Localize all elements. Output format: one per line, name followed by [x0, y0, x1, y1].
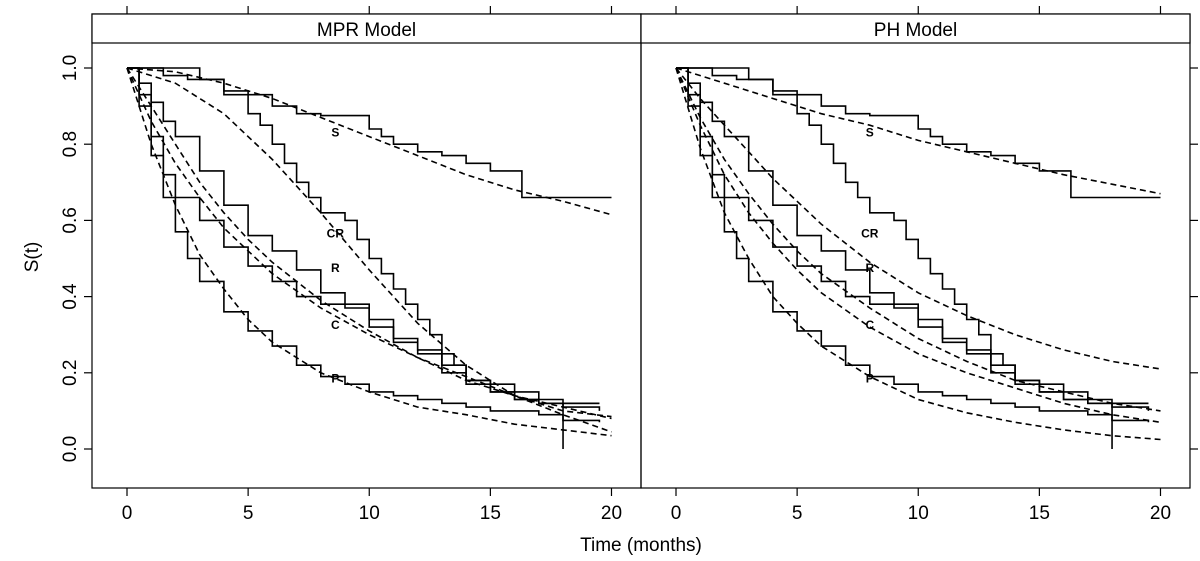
panel-frame [641, 14, 1190, 488]
km-curve-s [676, 68, 1161, 198]
y-tick-label: 0.0 [60, 436, 81, 462]
curve-label-c: C [331, 318, 340, 332]
curve-label-p: P [331, 371, 339, 385]
km-curve-s [127, 68, 612, 198]
y-axis-title: S(t) [22, 242, 43, 273]
km-curve-p [676, 68, 1148, 422]
x-tick-label: 0 [671, 503, 682, 524]
curve-label-s: S [331, 126, 339, 140]
km-curve-cr [127, 68, 599, 403]
curve-label-s: S [866, 126, 874, 140]
panels: MPR Model S CR R C P PH Model S CR R C P [92, 14, 1190, 488]
x-tick-label: 20 [601, 503, 622, 524]
x-axis-title: Time (months) [580, 535, 702, 556]
y-tick-label: 0.2 [60, 360, 81, 386]
curve-label-p: P [866, 371, 874, 385]
strip-label: MPR Model [317, 20, 416, 41]
x-tick-label: 10 [908, 503, 929, 524]
x-tick-label: 15 [1029, 503, 1050, 524]
x-tick-label: 0 [122, 503, 133, 524]
fit-curve-s [676, 68, 1161, 194]
panel-frame [92, 14, 641, 488]
x-tick-label: 5 [792, 503, 803, 524]
panel-2: PH Model S CR R C P [641, 14, 1190, 488]
curve-label-r: R [865, 261, 874, 275]
y-tick-label: 0.4 [60, 283, 81, 310]
km-curve-p [127, 68, 599, 422]
x-tick-label: 10 [359, 503, 380, 524]
x-tick-label: 20 [1150, 503, 1171, 524]
km-curve-c [127, 68, 599, 403]
y-tick-label: 1.0 [60, 55, 81, 81]
curve-label-r: R [331, 261, 340, 275]
panel-1: MPR Model S CR R C P [92, 14, 641, 488]
curve-label-c: C [865, 318, 874, 332]
x-tick-label: 5 [243, 503, 254, 524]
y-tick-label: 0.8 [60, 131, 81, 157]
axes: 0 5 10 15 20 0 5 10 15 20 0.0 0.2 0.4 0.6 0.8 1.0 [60, 6, 1198, 524]
curve-label-cr: CR [861, 227, 879, 241]
x-tick-label: 15 [480, 503, 501, 524]
strip-label: PH Model [874, 20, 957, 41]
curve-label-cr: CR [327, 227, 345, 241]
y-tick-label: 0.6 [60, 207, 81, 233]
